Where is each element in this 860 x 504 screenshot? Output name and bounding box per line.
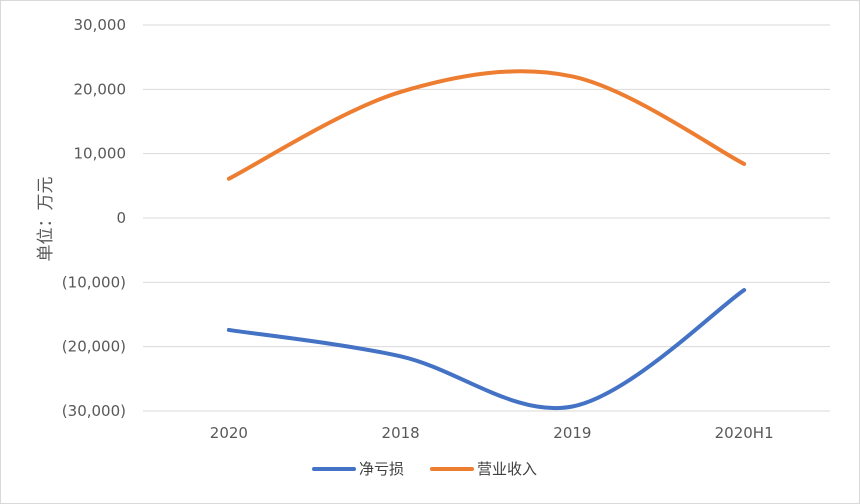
y-tick-label: 0 <box>116 209 126 227</box>
y-tick-label: 20,000 <box>74 80 127 98</box>
y-tick-label: 10,000 <box>74 145 127 163</box>
series-lines <box>226 69 747 410</box>
y-tick-label: 30,000 <box>74 16 127 34</box>
x-tick-label: 2019 <box>553 424 591 442</box>
x-tick-label: 2020H1 <box>715 424 774 442</box>
legend: 净亏损 营业收入 <box>312 460 537 478</box>
legend-label: 营业收入 <box>477 460 537 478</box>
x-tick-label: 2020 <box>210 424 248 442</box>
y-tick-label: (30,000) <box>62 402 126 420</box>
y-tick-label: (20,000) <box>62 338 126 356</box>
legend-label: 净亏损 <box>359 460 404 478</box>
series-line-1 <box>226 69 747 181</box>
x-tick-label: 2018 <box>382 424 420 442</box>
y-tick-labels: 30,000 20,000 10,000 0 (10,000) (20,000) (30,0… <box>62 16 126 420</box>
gridlines <box>143 24 830 412</box>
series-line-0 <box>226 288 747 410</box>
y-tick-label: (10,000) <box>62 273 126 291</box>
x-tick-labels: 2020 2018 2019 2020H1 <box>210 424 774 442</box>
y-axis-label: 单位：万元 <box>36 177 56 262</box>
